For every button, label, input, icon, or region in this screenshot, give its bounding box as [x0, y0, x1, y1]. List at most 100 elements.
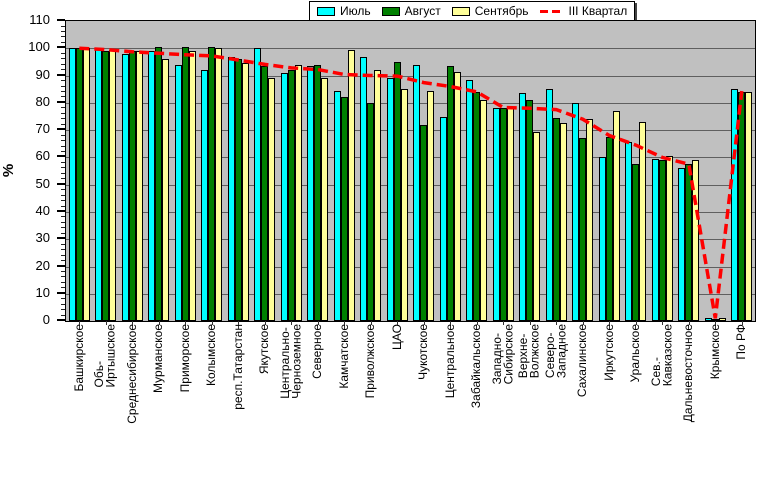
y-major-tick	[57, 182, 65, 185]
x-category-label: Верхне- Волжское	[516, 324, 544, 478]
x-tick	[688, 321, 690, 325]
y-minor-tick	[61, 249, 65, 251]
bar-Август	[499, 108, 507, 321]
gridline	[66, 130, 755, 132]
bar-Сентябрь	[321, 78, 329, 321]
legend-item-august: Август	[381, 4, 441, 18]
bar-Август	[632, 164, 640, 321]
x-category-label: Забайкальское	[464, 324, 491, 478]
x-category-label-text: респ.Татарстан	[230, 324, 245, 410]
bar-Август	[446, 66, 454, 321]
y-major-tick	[57, 237, 65, 240]
x-category-label: По РФ	[729, 324, 756, 478]
y-tick-label: 0	[42, 312, 50, 327]
bar-Сентябрь	[347, 49, 355, 321]
y-minor-tick	[61, 118, 65, 120]
x-category-label: Центральное	[437, 324, 464, 478]
x-category-label-text: Колымское	[204, 324, 218, 387]
bar-Август	[711, 319, 719, 321]
x-category-label: ЦАО	[384, 324, 411, 478]
y-minor-tick	[61, 298, 65, 300]
bar-Сентябрь	[109, 49, 117, 321]
bar-Июль	[519, 93, 527, 321]
x-category-label: Обь- Иртышское	[92, 324, 120, 478]
bar-Сентябрь	[453, 71, 461, 321]
gridline	[66, 102, 755, 104]
bar-Сентябрь	[745, 91, 753, 321]
bar-Июль	[95, 48, 103, 321]
y-minor-tick	[61, 58, 65, 60]
bar-Сентябрь	[215, 48, 223, 321]
september-swatch-icon	[451, 6, 470, 16]
x-category-label: Сахалинское	[570, 324, 597, 478]
x-category-label: Среднесибирское	[119, 324, 146, 478]
x-category-label: респ.Татарстан	[225, 324, 252, 478]
y-minor-tick	[61, 134, 65, 136]
x-category-label: Крымское	[702, 324, 729, 478]
x-category-label-text: Приволжское	[363, 324, 377, 399]
bar-Июль	[678, 168, 686, 321]
x-tick	[450, 321, 452, 325]
x-category-label-text: Иркутское	[601, 324, 616, 381]
x-category-label-text: ЦАО	[389, 324, 404, 350]
y-tick-label: 30	[35, 230, 50, 246]
y-minor-tick	[61, 107, 65, 109]
x-category-label-text: Центрально- Черноземное	[277, 324, 304, 399]
x-category-label: Иркутское	[596, 324, 623, 478]
x-category-label-text: Крымское	[707, 324, 722, 380]
y-tick-label: 70	[35, 121, 50, 137]
x-tick	[662, 321, 664, 325]
y-minor-tick	[61, 123, 65, 125]
legend-label-august: Август	[404, 4, 441, 18]
x-category-label-text: Обь- Иртышское	[92, 324, 118, 388]
y-minor-tick	[61, 227, 65, 229]
legend-label-september: Сентябрь	[474, 4, 529, 18]
y-tick-label: 80	[35, 93, 50, 109]
legend-item-july: Июль	[317, 4, 371, 18]
y-minor-tick	[61, 303, 65, 305]
august-swatch-icon	[381, 6, 400, 16]
bar-Август	[526, 100, 534, 321]
bar-Август	[552, 117, 560, 321]
x-tick	[423, 321, 425, 325]
x-tick	[476, 321, 478, 325]
x-tick	[317, 321, 319, 325]
x-category-label: Колымское	[199, 324, 226, 478]
bar-Август	[155, 46, 163, 321]
x-tick	[715, 321, 717, 325]
y-major-tick	[57, 100, 65, 103]
bar-Август	[685, 164, 693, 321]
y-minor-tick	[61, 232, 65, 234]
x-category-label-text: Камчатское	[336, 324, 351, 389]
bar-Июль	[148, 51, 156, 321]
y-minor-tick	[61, 205, 65, 207]
y-minor-tick	[61, 41, 65, 43]
legend-item-quarter3: III Квартал	[539, 4, 628, 18]
x-tick	[211, 321, 213, 325]
plot-area	[65, 20, 756, 322]
bar-Июль	[439, 116, 447, 321]
y-minor-tick	[61, 276, 65, 278]
bar-Сентябрь	[533, 131, 541, 321]
x-tick	[79, 321, 81, 325]
bar-Июль	[68, 48, 76, 321]
x-category-label: Дальневосточное	[676, 324, 703, 478]
x-tick	[609, 321, 611, 325]
x-category-label: Чукотское	[411, 324, 438, 478]
x-category-label-text: Среднесибирское	[124, 324, 139, 424]
y-minor-tick	[61, 140, 65, 141]
bar-Сентябрь	[559, 123, 567, 321]
bar-Сентябрь	[241, 63, 249, 321]
bar-Сентябрь	[294, 64, 302, 321]
x-axis-labels: Башкирское Обь- Иртышское Среднесибирское М…	[66, 324, 755, 478]
y-minor-tick	[61, 52, 65, 54]
x-category-label-text: Центральное	[442, 324, 457, 399]
x-category-label-text: Уральское	[628, 324, 642, 383]
legend-label-quarter3: III Квартал	[568, 4, 628, 18]
bar-Июль	[386, 78, 394, 321]
x-category-label: Якутское	[252, 324, 279, 478]
x-category-label: Башкирское	[66, 324, 93, 478]
y-minor-tick	[61, 287, 65, 289]
y-minor-tick	[61, 243, 65, 245]
